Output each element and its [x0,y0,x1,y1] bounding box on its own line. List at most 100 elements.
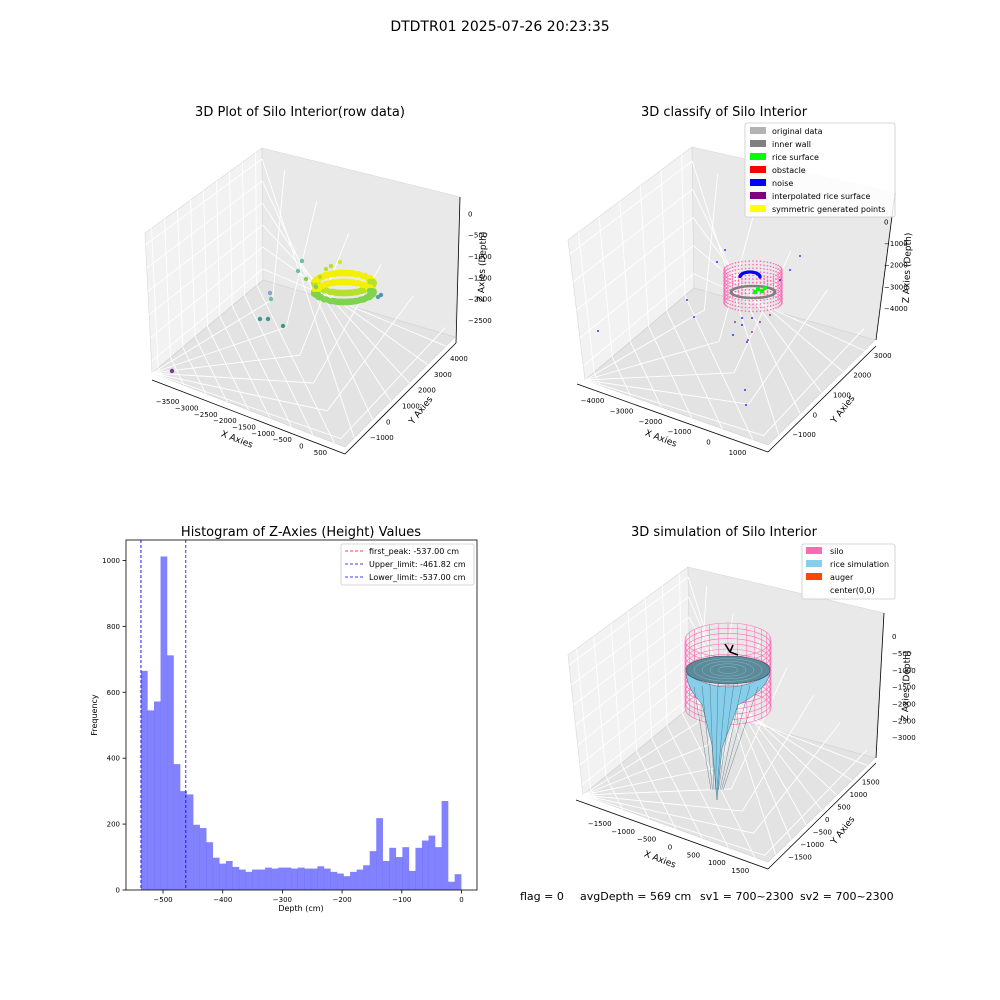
classify-silo-point [763,275,765,277]
raw-xtick-label: −1000 [251,430,275,438]
simulation-zlabel: Z Axies (Depth) [901,651,913,722]
classify-silo-point [741,264,743,267]
histogram-bar [395,857,403,890]
classify-silo-point [759,303,762,305]
classify-grid-z [584,328,865,437]
histogram-bar [408,870,416,890]
simulation-grid-y-wall [688,596,792,840]
simulation-grid-x-wall [605,775,624,810]
histogram-bar [389,847,397,890]
classify-silo-point [777,280,779,283]
classify-silo-point [744,310,747,312]
classify-xtick-label: −1000 [668,428,692,436]
classify-silo-point [763,268,765,270]
classify-grid-x-wall [684,295,754,440]
histogram-xtick-label: −300 [273,896,292,904]
classify-silo-point [763,278,765,281]
classify-silo-point [775,285,777,287]
raw-grid-x-wall [194,336,228,402]
classify-silo-point [725,287,728,289]
simulation-tick-labels: −1500−1000−500050010001500−1500−1000−500… [588,633,916,875]
raw-grid-y-wall [262,268,447,347]
classify-rice-point [759,288,765,294]
raw-ytick-label: 4000 [450,355,468,363]
classify-silo-point [741,302,743,305]
simulation-mesh-line [721,685,751,791]
classify-grid-z [584,289,828,405]
simulation-rice-top [685,655,771,685]
classify-interp-point [759,321,761,323]
simulation-legend-swatch [806,560,822,567]
classify-silo-point [727,306,729,308]
classify-ztick-label: −1000 [884,240,908,248]
simulation-legend-label: auger [830,573,854,582]
classify-silo-point [748,260,751,262]
raw-outlier-point [378,292,384,298]
histogram-ylabel: Frequency [90,694,99,736]
classify-silo-point [778,269,781,271]
classify-silo-point [748,306,751,309]
histogram-bar [415,847,423,890]
classify-silo-point [778,265,781,268]
classify-silo-point [741,282,743,285]
classify-silo-point [748,263,751,266]
classify-interp-point [734,321,736,323]
classify-silo-point [755,260,758,262]
classify-silo-point [766,284,769,286]
raw-xtick-label: −2500 [194,411,218,419]
classify-grid-z [584,212,755,381]
classify-silo-point [780,289,783,292]
classify-silo-point [734,269,737,271]
raw-ztick-label: −2000 [468,296,492,304]
histogram-bar [323,868,331,890]
classify-silo-point [759,264,762,266]
classify-silo-point [744,264,747,266]
histogram-bar [310,868,318,890]
classify-legend-label: original data [772,127,823,136]
classify-silo-point [734,262,737,264]
classify-silo-point [763,264,765,267]
classify-grid-y-wall [691,160,780,435]
classify-silo-point [741,289,743,292]
histogram-bar [252,869,259,890]
raw-axis-lines [151,196,461,455]
classify-silo-point [763,306,765,308]
classify-silo-point [777,271,779,274]
classify-silo-point [775,281,777,284]
simulation-ztick-label: −1000 [892,667,916,675]
classify-silo-point [729,285,731,287]
classify-legend-label: obstacle [772,166,806,175]
classify-ztick-label: −4000 [884,305,908,313]
classify-silo-point [734,297,737,300]
raw-outlier-point [323,266,329,272]
simulation-grid-y-floor [568,576,689,666]
classify-silo-point [772,275,775,278]
simulation-xtick-label: 500 [687,851,700,859]
classify-silo-point [744,282,747,284]
classify-silo-point [734,276,737,279]
raw-grid-z [151,295,414,412]
classify-silo-point [741,291,743,294]
classify-silo-point [777,289,779,292]
classify-silo-point [752,299,754,302]
classify-noise-outlier [716,261,718,263]
classify-silo-point [775,267,777,269]
classify-silo-point [775,299,777,302]
classify-silo-point [763,260,765,263]
classify-noise-outlier [724,249,726,251]
classify-silo-point [775,303,777,306]
classify-noise-point [738,274,742,279]
classify-silo-point [763,299,765,301]
histogram-bar [337,873,344,890]
histogram-bar [147,710,155,890]
classify-silo-point [769,283,772,286]
classify-silo-point [772,279,775,281]
raw-ztick-label: 0 [468,210,472,218]
classify-grid-y-floor [572,188,693,283]
histogram-chart: Histogram of Z-Axies (Height) Values −50… [90,525,478,913]
classify-silo-point [737,284,740,286]
classify-silo-point [769,265,772,268]
raw-grid-x-floor [164,218,171,358]
classify-silo-point [772,304,775,306]
classify-grid-y-floor [583,273,695,367]
